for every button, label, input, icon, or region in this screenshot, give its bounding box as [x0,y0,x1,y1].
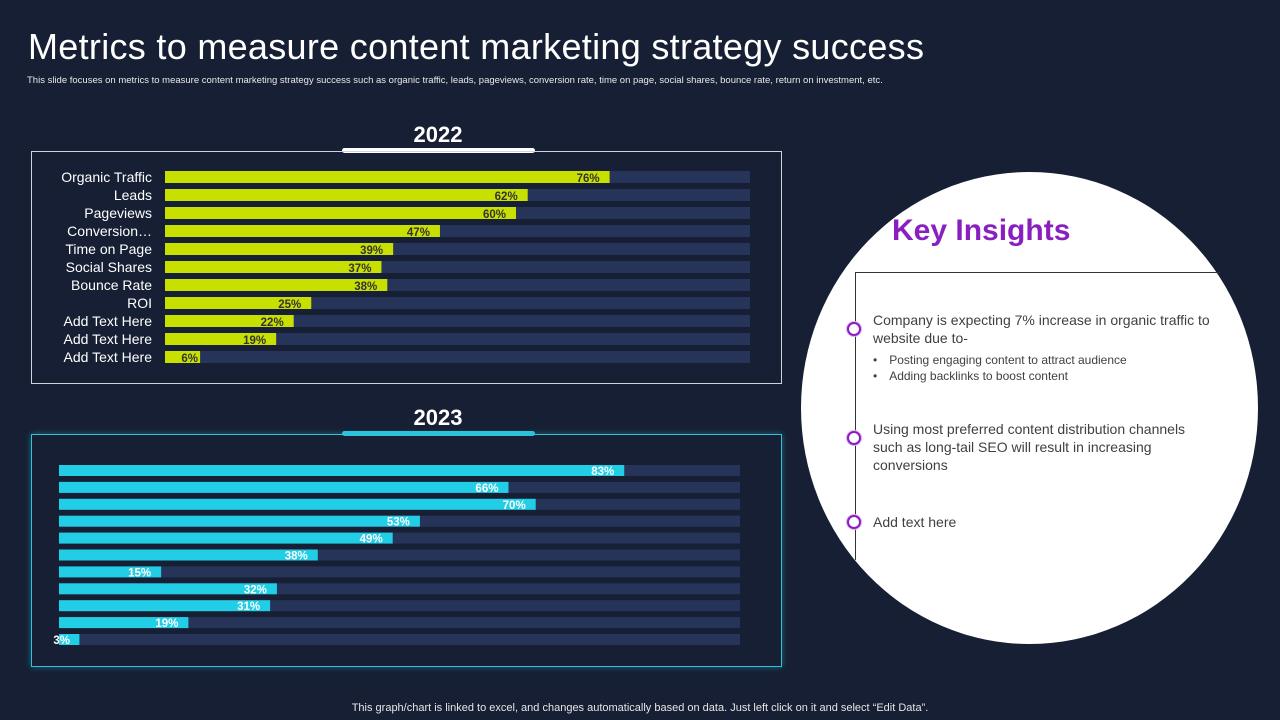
category-label: Organic Traffic [61,169,152,185]
bar [59,465,625,476]
bar-track [59,532,740,544]
insight-1-bullet: Adding backlinks to boost content [873,368,1127,384]
category-label: Add Text Here [64,349,153,365]
data-label: 32% [244,584,267,596]
category-label: Conversion… [67,223,152,239]
bar [165,333,277,345]
bar [59,583,277,595]
data-label: 38% [354,281,377,293]
bar-track [59,600,740,612]
page-title: Metrics to measure content marketing str… [28,26,925,67]
category-label: Add Text Here [64,331,153,347]
bar-track [59,583,740,595]
data-label: 62% [495,191,518,203]
data-label: 83% [591,466,614,478]
category-label: Leads [114,187,152,203]
bar-track [165,315,750,327]
category-label: Social Shares [66,259,152,275]
chart-2022-title-underline [342,148,535,153]
bar-track [59,549,740,561]
bar [59,600,271,612]
data-label: 49% [360,534,383,546]
bar [59,481,509,493]
bar-track [165,333,750,345]
data-label: 47% [407,227,430,239]
footer-note: This graph/chart is linked to excel, and… [351,702,929,714]
insight-1-text: Company is expecting 7% increase in orga… [873,312,1210,346]
data-label: 19% [243,335,266,347]
bar [165,297,312,309]
bar [59,634,80,645]
insights-title: Key Insights [892,214,1071,247]
insight-3-text: Add text here [873,514,957,530]
bar [165,171,610,183]
data-label: 76% [577,173,600,185]
bar [165,225,440,237]
chart-2023-title: 2023 [413,405,463,430]
bar [59,617,189,629]
insights-divider [855,272,1220,273]
insight-1-bullet: Posting engaging content to attract audi… [873,352,1127,368]
bar [165,189,528,201]
bar [59,515,420,527]
category-label: Time on Page [65,241,152,257]
insight-2-text: Using most preferred content distributio… [873,421,1186,473]
category-label: Add Text Here [64,313,153,329]
bar [165,279,388,291]
bar-track [165,351,750,363]
data-label: 31% [237,601,260,613]
insights-timeline [855,272,856,560]
data-label: 53% [387,517,410,529]
bar [59,566,162,578]
chart-2022-title: 2022 [413,122,463,147]
data-label: 60% [483,209,506,221]
chart-2022: Organic Traffic 76% Leads 62% Pageviews 60% Co… [61,169,750,365]
insight-3-dot-icon [847,515,861,529]
insights-circle [801,172,1258,644]
category-label: ROI [127,295,152,311]
bar-track [59,566,740,578]
data-label: 37% [348,263,371,275]
chart-2023-panel [31,434,782,667]
bar [165,315,294,327]
category-label: Bounce Rate [71,277,152,293]
chart-2022-panel [31,151,782,384]
bar [165,261,382,273]
insight-1-dot-icon [847,322,861,336]
bar [59,498,536,510]
page-subtitle: This slide focuses on metrics to measure… [27,75,883,86]
data-label: 3% [53,635,70,647]
insight-1-bullets: Posting engaging content to attract audi… [873,352,1127,384]
data-label: 39% [360,245,383,257]
data-label: 38% [285,551,308,563]
data-label: 70% [503,500,526,512]
data-label: 22% [261,317,284,329]
data-label: 25% [278,299,301,311]
bar [165,207,516,219]
data-label: 6% [181,353,198,365]
chart-2023: 83% 66% 70% 53% 49% 38% 15% 32% 31% 19% 3% [53,465,740,647]
category-label: Pageviews [84,205,152,221]
bar-track [59,634,740,645]
bar [59,549,318,561]
data-label: 15% [128,567,151,579]
chart-2023-title-underline [342,431,535,436]
bar [165,351,201,363]
bar [165,243,394,255]
insight-2-dot-icon [847,431,861,445]
data-label: 66% [475,483,498,495]
bar-track [59,617,740,629]
data-label: 19% [155,618,178,630]
bar [59,532,393,544]
